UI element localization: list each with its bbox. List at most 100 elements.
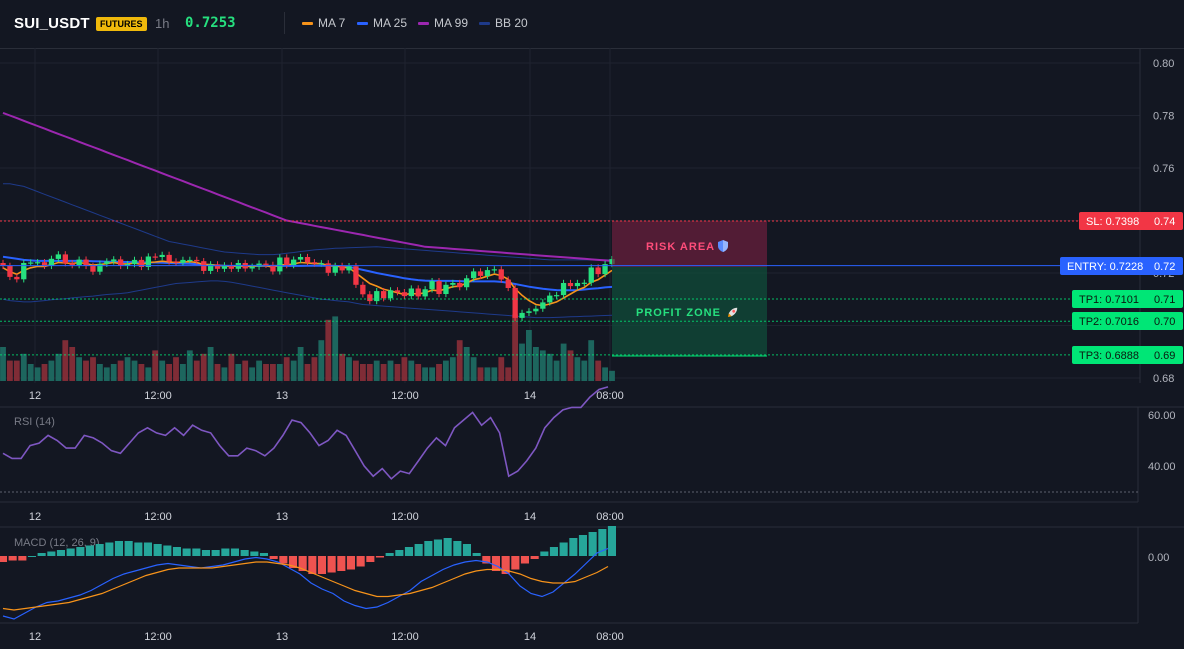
- candle[interactable]: [346, 263, 352, 274]
- candle[interactable]: [602, 260, 608, 278]
- candle[interactable]: [588, 264, 594, 286]
- macd-indicator[interactable]: [0, 526, 616, 620]
- candle[interactable]: [471, 268, 477, 282]
- candle[interactable]: [291, 256, 297, 269]
- candle[interactable]: [464, 275, 470, 291]
- candle[interactable]: [221, 262, 228, 272]
- candle[interactable]: [228, 262, 234, 272]
- candle[interactable]: [519, 309, 525, 322]
- candle[interactable]: [208, 261, 214, 275]
- candle[interactable]: [0, 259, 6, 270]
- candle[interactable]: [187, 256, 193, 264]
- candle[interactable]: [422, 286, 428, 300]
- candle[interactable]: [360, 281, 366, 298]
- candle[interactable]: [97, 260, 103, 275]
- volume-bar: [152, 350, 159, 381]
- volume-bar: [449, 357, 456, 381]
- tp1-badge[interactable]: TP1: 0.7101 0.71: [1072, 290, 1183, 308]
- candle[interactable]: [152, 253, 158, 261]
- candle[interactable]: [62, 251, 68, 267]
- candle[interactable]: [194, 256, 200, 265]
- candle[interactable]: [367, 291, 373, 305]
- candlesticks[interactable]: [0, 251, 615, 322]
- candle[interactable]: [55, 251, 61, 262]
- candle[interactable]: [374, 287, 380, 305]
- legend-ma7[interactable]: MA 7: [302, 16, 345, 30]
- candle[interactable]: [166, 251, 172, 265]
- candle[interactable]: [277, 254, 283, 275]
- candle[interactable]: [270, 261, 276, 275]
- candle[interactable]: [180, 256, 186, 266]
- candle[interactable]: [540, 299, 546, 312]
- legend-bb20[interactable]: BB 20: [479, 16, 528, 30]
- candle[interactable]: [498, 266, 504, 283]
- candle[interactable]: [429, 277, 435, 293]
- candle[interactable]: [118, 256, 124, 270]
- candle[interactable]: [83, 256, 89, 270]
- candle[interactable]: [353, 263, 359, 288]
- candle[interactable]: [263, 260, 269, 269]
- candle[interactable]: [408, 285, 414, 300]
- candle[interactable]: [124, 260, 131, 270]
- candle[interactable]: [256, 260, 262, 270]
- risk-area-zone[interactable]: [612, 221, 767, 267]
- candle[interactable]: [554, 291, 560, 299]
- candle[interactable]: [477, 268, 484, 280]
- candle[interactable]: [387, 287, 394, 302]
- candle[interactable]: [491, 266, 497, 274]
- candle[interactable]: [581, 279, 587, 287]
- candle[interactable]: [173, 258, 179, 266]
- candle[interactable]: [512, 284, 518, 322]
- candle[interactable]: [48, 255, 55, 270]
- candle[interactable]: [394, 287, 401, 296]
- candle[interactable]: [297, 253, 304, 263]
- candle[interactable]: [28, 259, 34, 267]
- legend-ma25[interactable]: MA 25: [357, 16, 407, 30]
- candle[interactable]: [533, 305, 539, 315]
- candle[interactable]: [138, 256, 145, 271]
- candle[interactable]: [450, 279, 456, 288]
- candle[interactable]: [526, 308, 532, 317]
- rsi-line[interactable]: [2, 386, 609, 480]
- tp2-badge[interactable]: TP2: 0.7016 0.70: [1072, 312, 1183, 330]
- symbol-title[interactable]: SUI_USDT: [14, 15, 90, 32]
- timeframe-label[interactable]: 1h: [155, 16, 170, 31]
- candle[interactable]: [14, 273, 20, 283]
- candle[interactable]: [35, 259, 41, 266]
- candle[interactable]: [484, 266, 491, 280]
- candle[interactable]: [90, 262, 96, 275]
- candle[interactable]: [325, 260, 331, 276]
- candle[interactable]: [76, 256, 82, 269]
- volume-bar: [180, 364, 186, 381]
- candle[interactable]: [381, 287, 387, 302]
- candle[interactable]: [145, 253, 151, 271]
- profit-zone[interactable]: [612, 267, 767, 356]
- candle[interactable]: [159, 251, 165, 261]
- time-axis-main[interactable]: 12 12:00 13 12:00 14 08:00: [29, 390, 624, 402]
- entry-badge[interactable]: ENTRY: 0.7228 0.72: [1060, 257, 1183, 275]
- candle[interactable]: [214, 261, 221, 272]
- candle[interactable]: [505, 276, 511, 292]
- candle[interactable]: [249, 263, 255, 272]
- candle[interactable]: [21, 259, 27, 283]
- tp3-badge[interactable]: TP3: 0.6888 0.69: [1072, 346, 1183, 364]
- macd-histogram-bar: [308, 556, 317, 574]
- candle[interactable]: [595, 264, 601, 278]
- candle[interactable]: [332, 262, 338, 276]
- candle[interactable]: [339, 262, 345, 274]
- candle[interactable]: [111, 256, 117, 265]
- candle[interactable]: [574, 279, 581, 290]
- sl-badge[interactable]: SL: 0.7398 0.74: [1079, 212, 1183, 230]
- candle[interactable]: [415, 285, 421, 300]
- candle[interactable]: [69, 260, 75, 269]
- candle[interactable]: [401, 289, 408, 300]
- candle[interactable]: [443, 281, 449, 298]
- candle[interactable]: [436, 277, 442, 298]
- candle[interactable]: [560, 279, 567, 299]
- legend-ma99[interactable]: MA 99: [418, 16, 468, 30]
- candle[interactable]: [567, 279, 574, 290]
- candle[interactable]: [41, 259, 48, 270]
- candle[interactable]: [304, 253, 311, 266]
- candle[interactable]: [457, 279, 463, 291]
